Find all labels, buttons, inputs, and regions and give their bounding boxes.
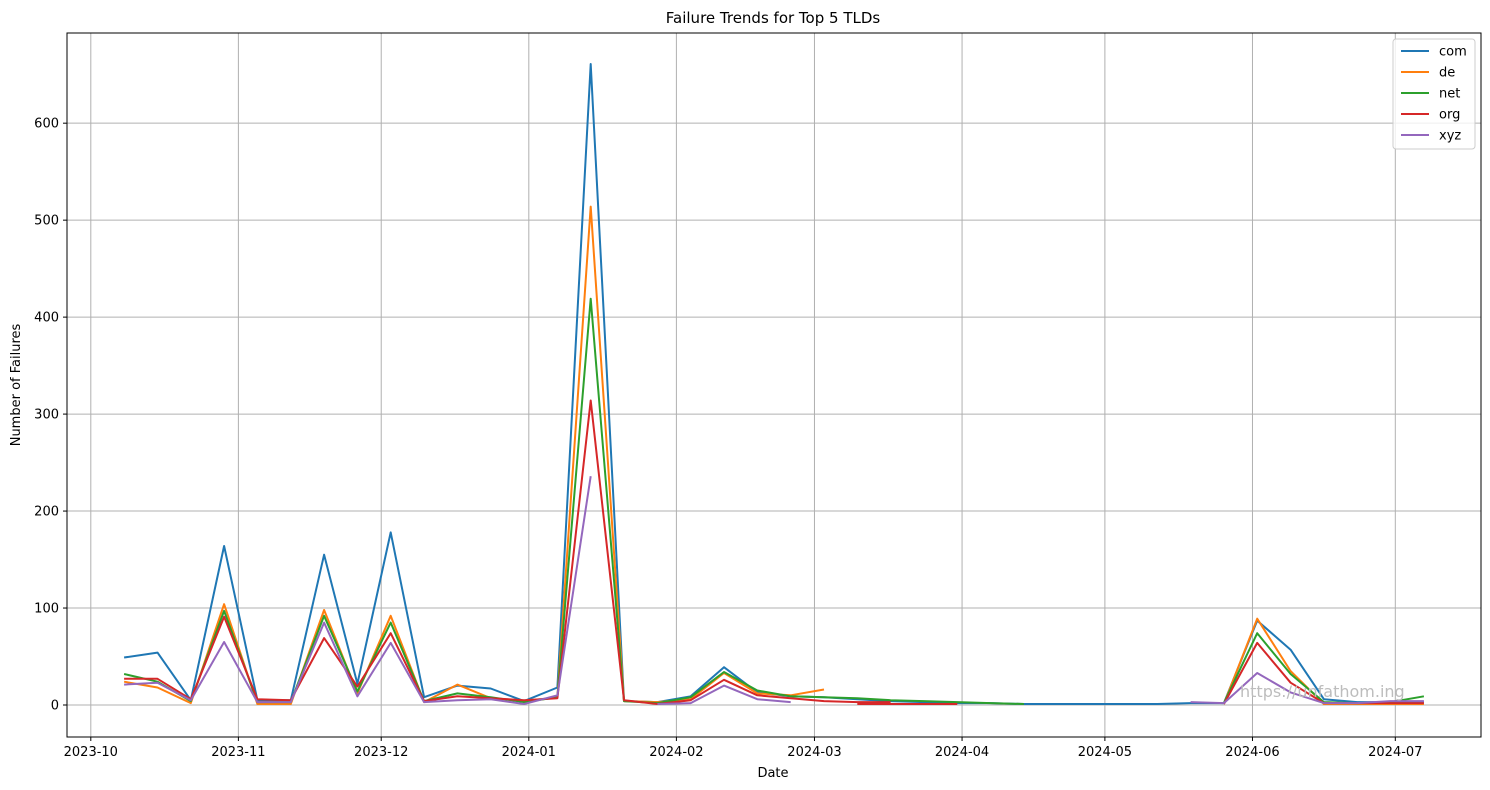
legend-label-xyz: xyz: [1439, 129, 1461, 144]
y-tick-label: 0: [51, 699, 59, 714]
legend-label-net: net: [1439, 87, 1460, 102]
x-tick-label: 2024-07: [1368, 745, 1422, 760]
y-tick-label: 600: [34, 117, 59, 132]
series-line-xyz: [657, 684, 791, 705]
x-tick-label: 2023-11: [211, 745, 265, 760]
y-tick-label: 200: [34, 505, 59, 520]
legend: com de net org xyz: [1392, 38, 1476, 150]
y-tick-label: 400: [34, 311, 59, 326]
y-tick-label: 300: [34, 408, 59, 423]
y-tick-label: 100: [34, 602, 59, 617]
watermark-text: https://unfathom.ing: [1240, 682, 1405, 701]
legend-label-org: org: [1439, 108, 1460, 123]
x-axis-ticks: 2023-10 2023-11 2023-12 2024-01 2024-02 2024-…: [64, 737, 1422, 760]
y-axis-ticks: 0 100 200 300 400 500 600: [34, 117, 67, 714]
plot-frame: [66, 32, 1482, 738]
x-tick-label: 2024-04: [935, 745, 989, 760]
x-tick-label: 2023-12: [354, 745, 408, 760]
legend-label-com: com: [1439, 45, 1467, 60]
x-tick-label: 2024-06: [1225, 745, 1279, 760]
x-axis-label: Date: [757, 766, 788, 781]
series-lines: [123, 63, 1425, 705]
x-tick-label: 2024-03: [787, 745, 841, 760]
series-line-org: [124, 399, 891, 705]
x-tick-label: 2024-02: [649, 745, 703, 760]
grid-lines: [67, 33, 1481, 737]
legend-box: [1392, 38, 1476, 150]
chart-title: Failure Trends for Top 5 TLDs: [666, 9, 881, 27]
series-line-xyz: [1190, 672, 1424, 705]
x-tick-label: 2023-10: [64, 745, 118, 760]
x-tick-label: 2024-01: [502, 745, 556, 760]
series-line-xyz: [124, 476, 592, 705]
x-tick-label: 2024-05: [1078, 745, 1132, 760]
legend-label-de: de: [1439, 66, 1455, 81]
y-tick-label: 500: [34, 214, 59, 229]
y-axis-label: Number of Failures: [9, 323, 24, 446]
